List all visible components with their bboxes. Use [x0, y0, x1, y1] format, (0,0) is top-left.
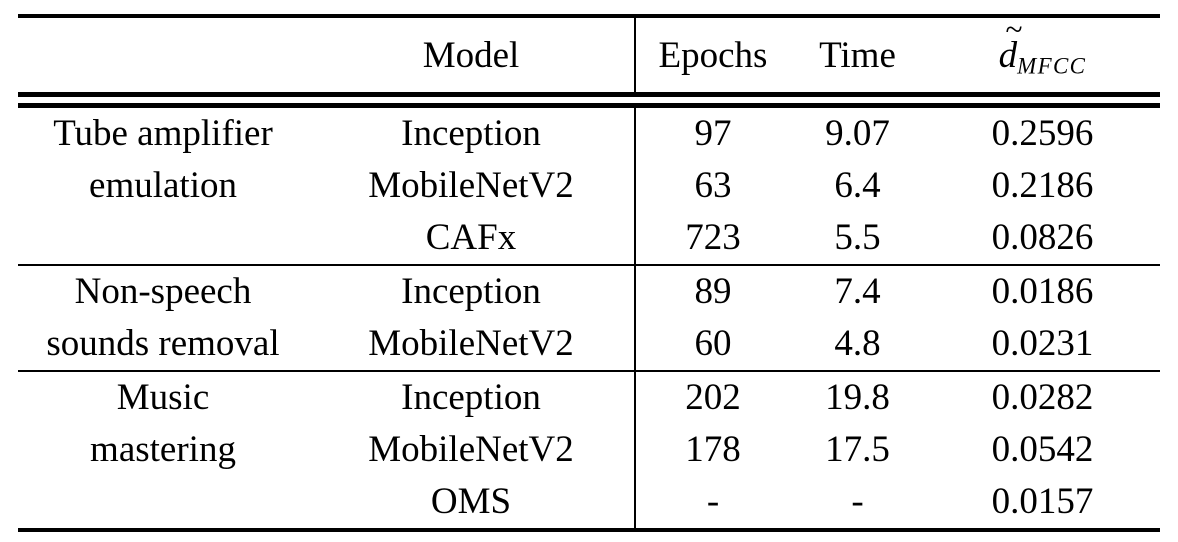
model-cell: OMS	[308, 476, 636, 530]
table-row: OMS - - 0.0157	[18, 476, 1160, 530]
metric-subscript: MFCC	[1017, 52, 1087, 78]
dmfcc-cell: 0.0826	[991, 217, 1094, 258]
col-header-time: Time	[790, 16, 925, 108]
col-header-model: Model	[308, 16, 636, 108]
table-header: Model Epochs Time ~ dMFCC	[18, 12, 1160, 108]
model-cell: Inception	[308, 100, 636, 160]
dmfcc-cell: 0.2596	[991, 113, 1094, 154]
table-row: Music mastering Inception 202 19.8 0.028…	[18, 370, 1160, 530]
time-cell: 6.4	[834, 165, 881, 206]
epochs-cell: 97	[694, 113, 732, 154]
epochs-cell: 89	[635, 264, 790, 318]
table-body: Tube amplifier emulation Inception 97 9.…	[18, 100, 1160, 530]
table-row: MobileNetV2 60 4.8 0.0231	[18, 318, 1160, 371]
col-header-task	[18, 16, 308, 108]
table-row: MobileNetV2 63 6.4 0.2186	[18, 160, 1160, 212]
tilde-accent: ~	[1005, 12, 1023, 48]
task-line: emulation	[89, 165, 237, 206]
table-row: MobileNetV2 178 17.5 0.0542	[18, 424, 1160, 476]
results-table: Model Epochs Time ~ dMFCC Tube amplifier …	[18, 14, 1160, 532]
dmfcc-cell: 0.2186	[991, 165, 1094, 206]
header-row: Model Epochs Time ~ dMFCC	[18, 12, 1160, 108]
dmfcc-cell: 0.0186	[925, 264, 1160, 318]
time-cell: 17.5	[825, 429, 890, 470]
epochs-cell: 202	[635, 370, 790, 424]
dmfcc-cell: 0.0282	[925, 370, 1160, 424]
table-row: Non-speech sounds removal Inception 89 7…	[18, 264, 1160, 371]
task-cell-tube-amplifier: Tube amplifier emulation	[18, 100, 308, 265]
time-cell: 5.5	[834, 217, 881, 258]
time-cell: 4.8	[834, 323, 881, 364]
model-cell: MobileNetV2	[308, 318, 636, 371]
model-cell: MobileNetV2	[308, 424, 636, 476]
task-line: Music	[116, 377, 210, 418]
epochs-cell: 178	[685, 429, 741, 470]
col-header-epochs: Epochs	[635, 16, 790, 108]
model-cell: Inception	[308, 264, 636, 318]
task-line: Non-speech	[74, 271, 252, 312]
time-cell: 19.8	[790, 370, 925, 424]
table-row: CAFx 723 5.5 0.0826	[18, 212, 1160, 265]
col-header-dmfcc: ~ dMFCC	[925, 12, 1160, 108]
task-cell-music-mastering: Music mastering	[18, 370, 308, 530]
epochs-cell: 60	[694, 323, 732, 364]
dmfcc-cell: 0.0231	[991, 323, 1094, 364]
epochs-cell: -	[706, 481, 720, 522]
epochs-cell: 723	[685, 217, 741, 258]
model-cell: Inception	[308, 370, 636, 424]
model-cell: MobileNetV2	[308, 160, 636, 212]
task-line: Tube amplifier	[53, 113, 273, 154]
time-cell: -	[851, 481, 864, 522]
time-cell: 9.07	[825, 113, 890, 154]
task-line: mastering	[90, 429, 236, 470]
dmfcc-cell: 0.0542	[991, 429, 1094, 470]
task-line: sounds removal	[46, 323, 280, 364]
table-row: Tube amplifier emulation Inception 97 9.…	[18, 100, 1160, 206]
dmfcc-cell: 0.0157	[991, 481, 1094, 522]
task-cell-non-speech: Non-speech sounds removal	[18, 264, 308, 371]
time-cell: 7.4	[790, 264, 925, 318]
model-cell: CAFx	[308, 212, 636, 265]
epochs-cell: 63	[694, 165, 732, 206]
dmfcc-metric-symbol: ~ dMFCC	[998, 12, 1087, 78]
